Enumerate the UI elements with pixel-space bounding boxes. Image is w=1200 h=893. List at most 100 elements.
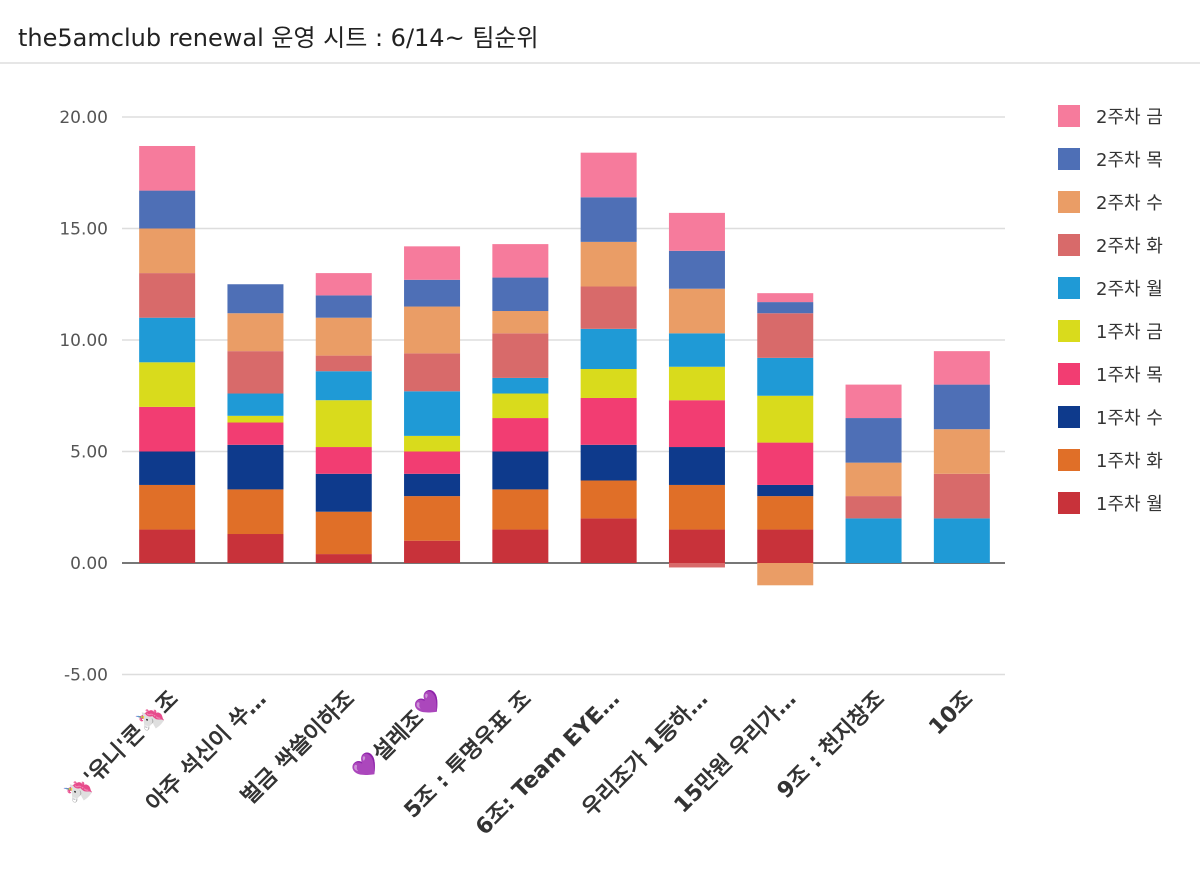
bar-segment xyxy=(757,563,814,586)
bar-segment xyxy=(668,333,725,367)
bar-segment xyxy=(668,447,725,485)
bar-segment xyxy=(404,279,461,307)
chart-title: the5amclub renewal 운영 시트 : 6/14~ 팀순위 xyxy=(18,24,539,52)
legend-swatch xyxy=(1058,492,1080,514)
legend-label: 1주차 금 xyxy=(1096,322,1163,343)
bar-segment xyxy=(668,212,725,251)
y-tick-label: 5.00 xyxy=(70,443,108,463)
bar-segment xyxy=(315,473,372,512)
bar-segment xyxy=(492,451,549,490)
legend-swatch xyxy=(1058,363,1080,385)
bar-segment xyxy=(227,489,284,535)
bar-segment xyxy=(227,351,284,394)
bar-segment xyxy=(580,241,637,287)
bar-segment xyxy=(139,484,196,530)
bar-segment xyxy=(757,395,814,443)
bar-segment xyxy=(404,473,461,497)
bar-segment xyxy=(580,397,637,445)
bar-segment xyxy=(404,540,461,563)
legend-label: 2주차 금 xyxy=(1096,107,1163,128)
bar-segment xyxy=(757,293,814,303)
bar-segment xyxy=(668,400,725,448)
bar-segment xyxy=(668,288,725,334)
legend-swatch xyxy=(1058,406,1080,428)
bar-segment xyxy=(139,228,196,274)
bar-segment xyxy=(668,366,725,401)
bar-segment xyxy=(933,351,990,385)
bar-segment xyxy=(404,353,461,392)
bar-segment xyxy=(227,422,284,445)
bar-segment xyxy=(227,534,284,563)
bar-segment xyxy=(580,444,637,481)
bar-segment xyxy=(315,511,372,555)
bar-segment xyxy=(580,197,637,242)
bar-segment xyxy=(315,295,372,318)
bar-segment xyxy=(668,529,725,563)
bar-segment xyxy=(757,442,814,485)
bar-segment xyxy=(315,400,372,448)
bar-segment xyxy=(845,496,902,519)
bar-segment xyxy=(492,311,549,334)
bar-segment xyxy=(139,145,196,191)
bar-segment xyxy=(139,362,196,407)
bar-segment xyxy=(139,406,196,452)
bar-segment xyxy=(580,480,637,519)
bar-segment xyxy=(492,489,549,530)
bar-segment xyxy=(227,393,284,416)
y-tick-label: 10.00 xyxy=(59,331,108,351)
bar-segment xyxy=(757,496,814,530)
bar-segment xyxy=(315,317,372,356)
y-tick-label: 15.00 xyxy=(59,220,108,240)
legend-label: 1주차 월 xyxy=(1096,494,1163,515)
bar-segment xyxy=(492,333,549,378)
bar-segment xyxy=(933,384,990,430)
legend-swatch xyxy=(1058,105,1080,127)
legend-label: 1주차 화 xyxy=(1096,451,1163,472)
bar-segment xyxy=(757,484,814,497)
bar-segment xyxy=(845,462,902,497)
bar-segment xyxy=(757,313,814,358)
bar-segment xyxy=(757,529,814,563)
legend-swatch xyxy=(1058,234,1080,256)
bar-segment xyxy=(227,313,284,352)
bar-segment xyxy=(315,355,372,372)
legend-swatch xyxy=(1058,320,1080,342)
bar-segment xyxy=(492,393,549,419)
y-tick-label: 0.00 xyxy=(70,554,108,574)
bar-segment xyxy=(668,484,725,530)
bar-segment xyxy=(315,273,372,296)
bar-segment xyxy=(492,377,549,394)
legend-label: 1주차 수 xyxy=(1096,408,1163,429)
bar-segment xyxy=(139,190,196,229)
legend-swatch xyxy=(1058,449,1080,471)
bar-segment xyxy=(933,518,990,563)
bar-segment xyxy=(580,286,637,329)
bar-segment xyxy=(139,451,196,485)
bar-segment xyxy=(404,306,461,354)
bar-segment xyxy=(139,529,196,563)
bar-segment xyxy=(404,435,461,452)
bar-segment xyxy=(492,277,549,312)
x-category-label: 6조: Team EYE… xyxy=(471,687,625,841)
bar-segment xyxy=(580,328,637,369)
bar-segment xyxy=(580,518,637,563)
bar-segment xyxy=(227,444,284,490)
bar-segment xyxy=(845,518,902,563)
bar-segment xyxy=(757,357,814,396)
bar-segment xyxy=(492,418,549,452)
bar-segment xyxy=(227,415,284,423)
bar-segment xyxy=(315,371,372,401)
bar-segment xyxy=(845,384,902,419)
bar-segment xyxy=(580,368,637,398)
bar-segment xyxy=(757,302,814,314)
legend-swatch xyxy=(1058,191,1080,213)
legend-swatch xyxy=(1058,277,1080,299)
bar-segment xyxy=(933,429,990,474)
legend-label: 2주차 수 xyxy=(1096,193,1163,214)
x-category-label: 10조 xyxy=(924,687,978,741)
bar-segment xyxy=(404,391,461,436)
y-tick-label: -5.00 xyxy=(64,666,108,686)
legend-label: 2주차 월 xyxy=(1096,279,1163,300)
bar-segment xyxy=(404,451,461,474)
bar-segment xyxy=(668,563,725,568)
